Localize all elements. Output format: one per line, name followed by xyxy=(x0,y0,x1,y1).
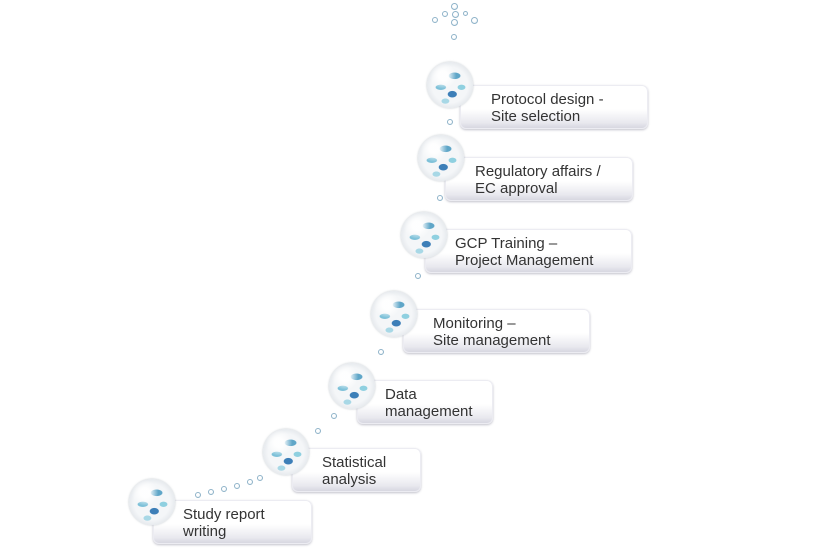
molecule-sphere-icon xyxy=(401,212,447,258)
bubble-dot-icon xyxy=(195,492,201,498)
bubble-dot-icon xyxy=(234,483,240,489)
step-box: Protocol design - Site selection xyxy=(460,85,648,129)
step-box: GCP Training – Project Management xyxy=(425,229,632,273)
step-label: Regulatory affairs / EC approval xyxy=(475,163,601,197)
step-label: Protocol design - Site selection xyxy=(491,91,604,125)
bubble-dot-icon xyxy=(451,10,459,18)
bubble-dot-icon xyxy=(415,273,421,279)
bubble-dot-icon xyxy=(451,34,457,40)
bubble-dot-icon xyxy=(462,10,468,16)
bubble-dot-icon xyxy=(247,479,253,485)
step-label: GCP Training – Project Management xyxy=(455,235,594,269)
step-box: Data management xyxy=(357,380,493,424)
bubble-dot-icon xyxy=(221,486,227,492)
molecule-sphere-icon xyxy=(427,62,473,108)
molecule-sphere-icon xyxy=(263,429,309,475)
bubble-dot-icon xyxy=(437,195,443,201)
bubble-dot-icon xyxy=(315,428,321,434)
bubble-dot-icon xyxy=(378,349,384,355)
molecule-sphere-icon xyxy=(129,479,175,525)
bubble-dot-icon xyxy=(208,489,214,495)
bubble-dot-icon xyxy=(450,2,458,10)
bubble-dot-icon xyxy=(432,17,438,23)
molecule-sphere-icon xyxy=(371,291,417,337)
step-box: Statistical analysis xyxy=(292,448,421,492)
molecule-sphere-icon xyxy=(418,135,464,181)
step-box: Regulatory affairs / EC approval xyxy=(445,157,633,201)
bubble-dot-icon xyxy=(450,18,458,26)
step-label: Study report writing xyxy=(183,506,265,540)
step-label: Monitoring – Site management xyxy=(433,315,551,349)
bubble-dot-icon xyxy=(447,119,453,125)
bubble-dot-icon xyxy=(442,11,448,17)
step-box: Study report writing xyxy=(153,500,312,544)
bubble-dot-icon xyxy=(257,475,263,481)
step-label: Statistical analysis xyxy=(322,454,387,488)
bubble-dot-icon xyxy=(470,16,478,24)
step-label: Data management xyxy=(385,386,473,420)
molecule-sphere-icon xyxy=(329,363,375,409)
bubble-dot-icon xyxy=(331,413,337,419)
step-box: Monitoring – Site management xyxy=(403,309,590,353)
